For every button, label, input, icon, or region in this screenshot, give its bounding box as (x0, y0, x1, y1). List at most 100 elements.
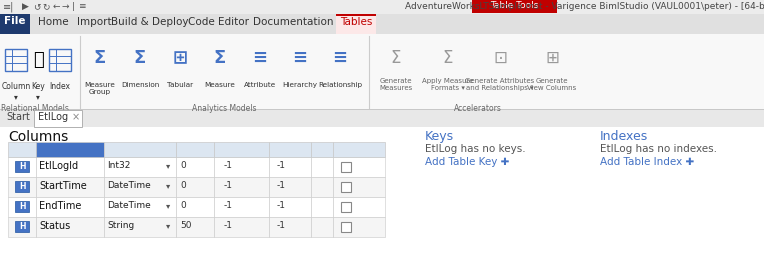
Text: Generate
View Columns: Generate View Columns (527, 78, 577, 91)
Bar (269, 177, 311, 197)
Bar (104, 217, 176, 237)
Text: EtlLog has no indexes.: EtlLog has no indexes. (600, 144, 717, 154)
Text: ≡: ≡ (78, 2, 86, 11)
Text: Measure
Group: Measure Group (85, 82, 115, 95)
Text: Build & Deploy: Build & Deploy (112, 17, 189, 27)
Text: ≡: ≡ (293, 49, 308, 67)
Bar (311, 157, 333, 177)
Text: Scale: Scale (278, 144, 303, 153)
Text: ▶: ▶ (22, 2, 29, 11)
Bar (36, 217, 104, 237)
Text: Name: Name (57, 144, 83, 153)
Text: Generate Attributes
and Relationships ▾: Generate Attributes and Relationships ▾ (465, 78, 535, 91)
Bar (472, 0, 557, 13)
Text: Σ: Σ (443, 49, 453, 67)
Text: 0: 0 (180, 161, 186, 170)
Text: ←: ← (53, 2, 60, 11)
Bar (311, 177, 333, 197)
Bar (15, 181, 29, 192)
Text: Measure: Measure (205, 82, 235, 88)
Text: Accelerators: Accelerators (454, 104, 502, 113)
Bar (176, 197, 214, 217)
Bar (0, 0, 764, 14)
Text: Documentation: Documentation (253, 17, 333, 27)
Bar (341, 222, 351, 232)
Text: Tabular: Tabular (167, 82, 193, 88)
Text: Relational Models: Relational Models (1, 104, 69, 113)
Bar (15, 201, 29, 212)
Text: EtlLog has no keys.: EtlLog has no keys. (425, 144, 526, 154)
Bar (5, 49, 27, 71)
Text: String: String (107, 221, 134, 230)
Bar (269, 157, 311, 177)
Text: -1: -1 (277, 221, 286, 230)
Text: Dimension: Dimension (121, 82, 159, 88)
Text: Key
▾: Key ▾ (31, 82, 45, 102)
Text: Import: Import (76, 17, 112, 27)
Bar (8, 197, 36, 217)
Bar (34, 14, 72, 34)
Text: 🔑: 🔑 (33, 51, 44, 69)
Bar (0, 109, 764, 110)
Text: 0: 0 (180, 201, 186, 210)
Text: ▾: ▾ (166, 161, 170, 170)
Bar (176, 157, 214, 177)
Text: DateTime: DateTime (107, 181, 151, 190)
Bar (15, 221, 29, 232)
Bar (311, 197, 333, 217)
Bar (341, 202, 351, 212)
Text: DateTime: DateTime (107, 201, 151, 210)
Text: |: | (72, 2, 75, 11)
Text: H: H (19, 182, 25, 191)
Text: Nullable: Nullable (341, 144, 377, 153)
Text: Length: Length (180, 144, 211, 153)
Bar (104, 177, 176, 197)
Text: Data Type: Data Type (118, 144, 163, 153)
Bar (74, 14, 114, 34)
Text: ▾: ▾ (166, 201, 170, 210)
Bar (333, 157, 385, 177)
Text: Apply Measure
Formats ▾: Apply Measure Formats ▾ (422, 78, 474, 91)
Text: EtlLogId: EtlLogId (39, 161, 78, 171)
Bar (333, 177, 385, 197)
Bar (333, 142, 385, 157)
Text: -1: -1 (224, 181, 233, 190)
Text: Add Table Key ✚: Add Table Key ✚ (425, 157, 510, 167)
Text: ⊡: ⊡ (493, 49, 507, 67)
Text: Status: Status (39, 221, 70, 231)
Text: H: H (19, 162, 25, 171)
Text: Keys: Keys (425, 130, 454, 143)
Text: ×: × (72, 112, 80, 122)
Text: ≡: ≡ (252, 49, 267, 67)
Text: Precision: Precision (222, 144, 262, 153)
Text: EtlLog: EtlLog (38, 112, 68, 122)
Text: AdventureWorksLTSample.mst - Varigence BimlStudio (VAUL0001\peter) - [64-bit]: AdventureWorksLTSample.mst - Varigence B… (405, 2, 764, 11)
Text: -1: -1 (224, 221, 233, 230)
Text: H: H (19, 202, 25, 211)
Bar (34, 110, 82, 127)
Bar (36, 197, 104, 217)
Text: Tables: Tables (340, 17, 372, 27)
Text: Generate
Measures: Generate Measures (380, 78, 413, 91)
Text: -1: -1 (277, 201, 286, 210)
Text: Code Editor: Code Editor (187, 17, 248, 27)
Bar (214, 217, 269, 237)
Text: ⊞: ⊞ (545, 49, 559, 67)
Text: Analytics Models: Analytics Models (192, 104, 256, 113)
Text: -1: -1 (277, 161, 286, 170)
Bar (333, 197, 385, 217)
Text: -1: -1 (224, 201, 233, 210)
Text: H: H (19, 222, 25, 231)
Bar (269, 217, 311, 237)
Text: Relationship: Relationship (318, 82, 362, 88)
Bar (252, 14, 334, 34)
Bar (0, 14, 764, 34)
Bar (0, 109, 764, 110)
Text: Table Tools: Table Tools (490, 1, 538, 10)
Bar (0, 127, 764, 261)
Bar (311, 217, 333, 237)
Text: 0: 0 (180, 181, 186, 190)
Bar (336, 14, 376, 34)
Text: Σ: Σ (134, 49, 146, 67)
Bar (214, 177, 269, 197)
